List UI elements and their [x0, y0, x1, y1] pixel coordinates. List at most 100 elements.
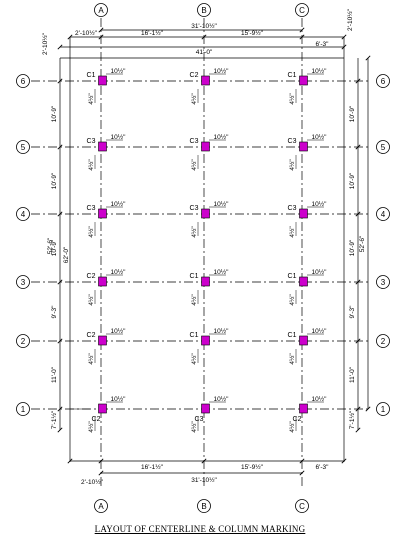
grid-bubble-left-1 [16, 402, 30, 416]
left-dim-bottom-offset: 7'-1½" [50, 410, 58, 429]
top-dim-right-offset: 6'-3" [316, 41, 330, 48]
bottom-dim-overall-inner: 31'-10½" [191, 476, 217, 484]
column-dim-v-2B: 4½" [190, 353, 198, 365]
column-dim-v-5A: 4½" [87, 159, 95, 171]
grid-bubble-bottom-C-label: C [299, 502, 305, 511]
column-dim-h-5C: 10½" [312, 133, 328, 141]
column-dim-h-3A: 10½" [111, 268, 127, 276]
dimension-tick [355, 211, 361, 217]
column-dim-v-6B: 4½" [190, 93, 198, 105]
dimension-tick [299, 458, 305, 464]
column-label-2A: C2 [87, 332, 96, 339]
column-dim-v-3B: 4½" [190, 294, 198, 306]
grid-bubble-right-5 [376, 140, 390, 154]
column-dim-h-2C: 10½" [312, 327, 328, 335]
column-3A [98, 276, 107, 287]
grid-bubble-right-3 [376, 275, 390, 289]
dimension-tick [57, 338, 63, 344]
column-2A [98, 335, 107, 346]
dimension-tick [341, 44, 347, 50]
column-label-2B: C1 [190, 332, 199, 339]
dimension-tick [57, 279, 63, 285]
column-1A [98, 403, 107, 414]
right-dim-span-1: 10'-9" [349, 105, 356, 122]
right-dim-bottom-offset: 7'-1½" [348, 410, 356, 429]
column-dim-v-1B: 4½" [190, 421, 198, 433]
column-3B [201, 276, 210, 287]
dimension-tick [365, 406, 371, 412]
column-dim-h-1C: 10½" [312, 395, 328, 403]
top-dim-span-1: 16'-1½" [141, 29, 164, 37]
column-dim-v-5B: 4½" [190, 159, 198, 171]
bottom-dim-right-offset: 6'-3" [316, 464, 330, 471]
column-label-5A: C3 [87, 138, 96, 145]
grid-bubble-right-1 [376, 402, 390, 416]
column-dim-v-3A: 4½" [87, 294, 95, 306]
column-dim-h-6A: 10½" [111, 67, 127, 75]
column-dim-h-3B: 10½" [214, 268, 230, 276]
grid-bubble-left-2 [16, 334, 30, 348]
grid-bubble-top-A [94, 3, 108, 17]
grid-bubble-bottom-B [197, 499, 211, 513]
column-dim-v-4C: 4½" [288, 226, 296, 238]
grid-bubble-right-3-label: 3 [381, 278, 386, 287]
grid-bubble-top-B-label: B [201, 6, 206, 15]
left-dim-overall-a: 52'-6" [47, 237, 54, 254]
left-dim-span-3: 10'-9" [51, 239, 58, 256]
column-label-5C: C3 [288, 138, 297, 145]
grid-bubble-left-1-label: 1 [21, 405, 26, 414]
column-label-6B: C2 [190, 72, 199, 79]
right-dim-overall: 52'-6" [359, 235, 366, 252]
dimension-tick [365, 55, 371, 61]
grid-bubble-left-2-label: 2 [21, 337, 26, 346]
left-dim-span-4: 9'-3" [51, 305, 58, 319]
dimension-tick [57, 406, 63, 412]
grid-bubble-left-5 [16, 140, 30, 154]
column-4A [98, 208, 107, 219]
grid-bubble-right-2-label: 2 [381, 337, 386, 346]
dimension-tick [299, 470, 305, 476]
column-label-4A: C3 [87, 205, 96, 212]
grid-bubble-left-4-label: 4 [21, 210, 26, 219]
dimension-tick [98, 470, 104, 476]
grid-bubble-top-A-label: A [98, 6, 104, 15]
dimension-tick [98, 34, 104, 40]
right-dim-span-3: 10'-9" [349, 239, 356, 256]
dimension-tick [67, 34, 73, 40]
column-dim-h-2A: 10½" [111, 327, 127, 335]
bottom-dim-left-offset: 2'-10½" [81, 478, 104, 486]
dimension-tick [57, 78, 63, 84]
left-dim-span-2: 10'-9" [51, 172, 58, 189]
column-1C [299, 403, 308, 414]
dimension-tick [355, 406, 361, 412]
top-dim-overall-outer: 41'-0" [196, 49, 213, 56]
dimension-tick [67, 458, 73, 464]
dimension-tick [341, 34, 347, 40]
grid-bubble-top-C [295, 3, 309, 17]
column-2C [299, 335, 308, 346]
grid-bubble-right-2 [376, 334, 390, 348]
grid-bubble-bottom-A [94, 499, 108, 513]
dimension-tick [355, 427, 361, 433]
column-dim-v-4A: 4½" [87, 226, 95, 238]
column-dim-h-2B: 10½" [214, 327, 230, 335]
column-dim-v-6A: 4½" [87, 93, 95, 105]
column-label-5B: C3 [190, 138, 199, 145]
column-label-2C: C1 [288, 332, 297, 339]
column-label-6A: C1 [87, 72, 96, 79]
grid-bubble-right-6 [376, 74, 390, 88]
dimension-tick [57, 427, 63, 433]
column-label-1C: C2 [293, 416, 302, 423]
column-dim-v-4B: 4½" [190, 226, 198, 238]
dimension-tick [341, 458, 347, 464]
column-dim-h-5B: 10½" [214, 133, 230, 141]
dimension-tick [299, 27, 305, 33]
dimension-tick [299, 34, 305, 40]
column-dim-v-1C: 4½" [288, 421, 296, 433]
column-label-1A: C2 [92, 416, 101, 423]
column-dim-v-3C: 4½" [288, 294, 296, 306]
dimension-tick [355, 78, 361, 84]
column-3C [299, 276, 308, 287]
grid-bubble-top-C-label: C [299, 6, 305, 15]
